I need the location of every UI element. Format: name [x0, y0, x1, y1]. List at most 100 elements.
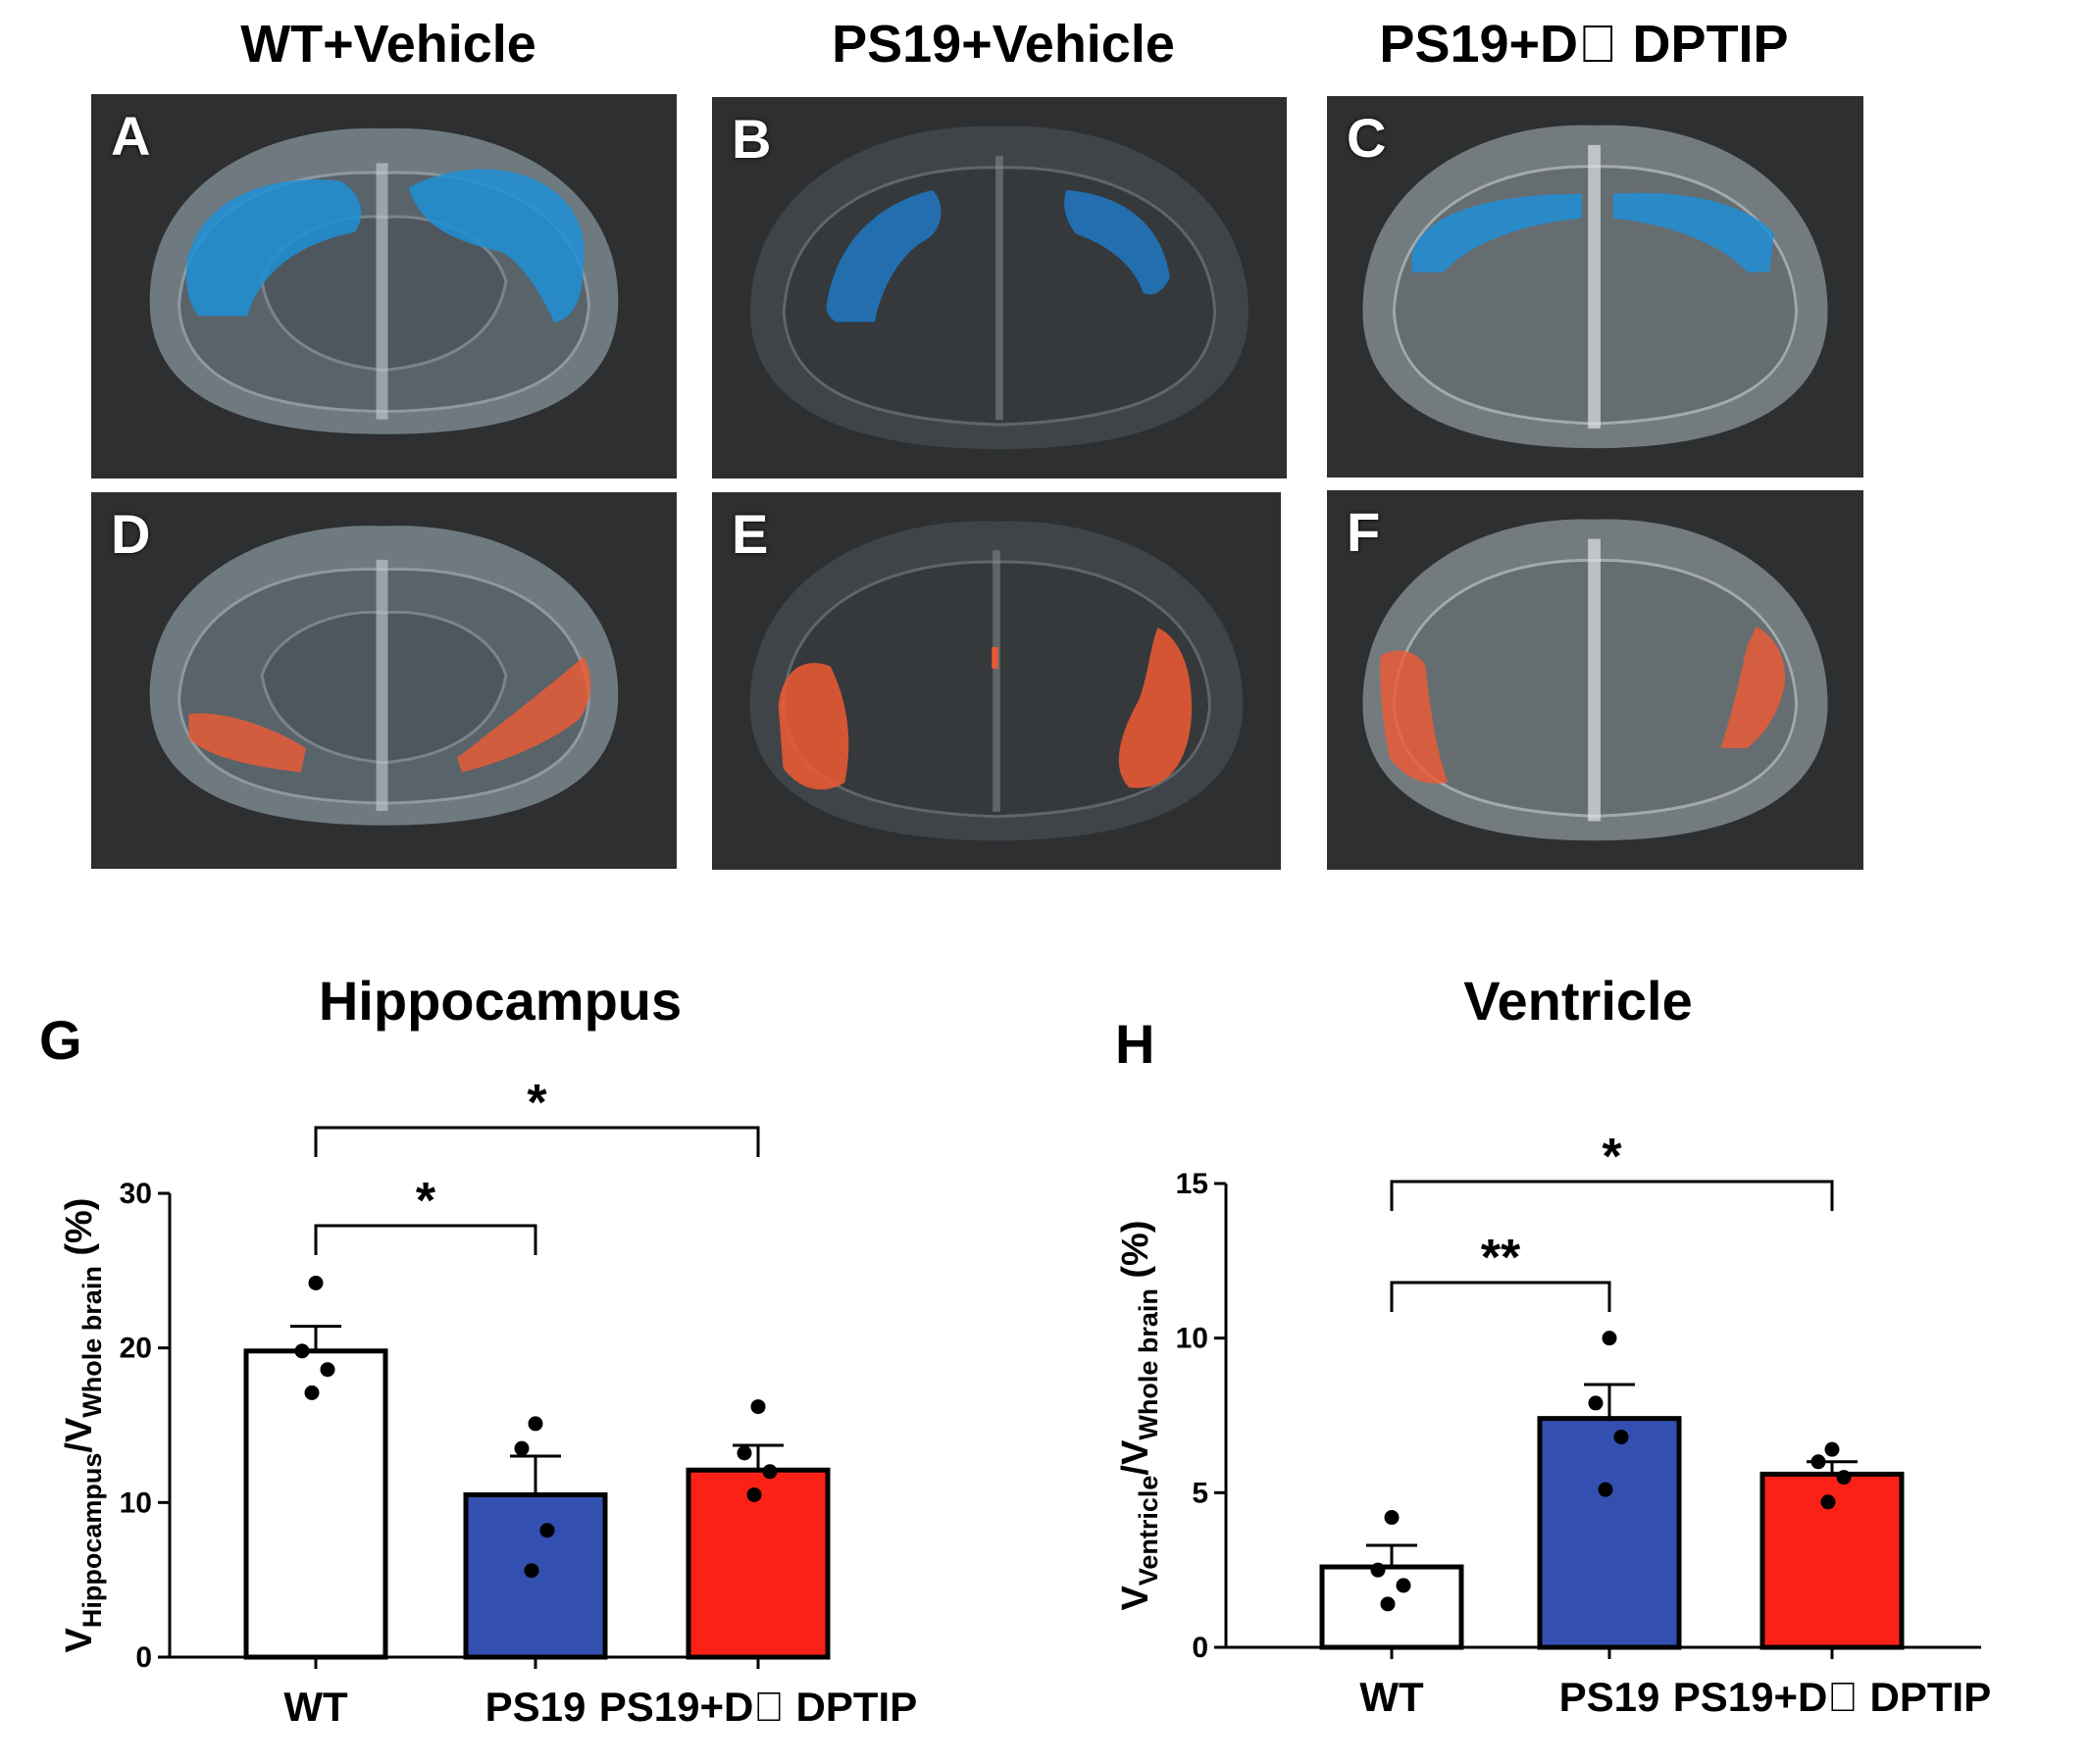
- data-point: [304, 1385, 320, 1400]
- y-axis-label-part: V: [59, 1627, 100, 1652]
- data-point: [1598, 1482, 1613, 1497]
- chart-title: Hippocampus: [319, 970, 682, 1032]
- data-point: [524, 1563, 539, 1579]
- hippocampus-overlay-right: [1612, 192, 1774, 273]
- panel-label-f: F: [1347, 501, 1381, 563]
- mri-panel-f: F: [1327, 490, 1863, 870]
- y-axis-label-part: Whole brain: [77, 1266, 107, 1418]
- data-point: [1820, 1494, 1836, 1510]
- mri-panel-e: E: [712, 492, 1281, 870]
- ventricle-bar-chart: H Ventricle 0 5 10 15 VVentricle/VWhole brain …: [1115, 970, 1991, 1720]
- significance-star: **: [1481, 1230, 1521, 1286]
- data-point: [308, 1275, 324, 1290]
- bar-1: [243, 1348, 388, 1660]
- panel-label-d: D: [111, 503, 151, 565]
- brain-slice-image: [749, 521, 1244, 841]
- hippocampus-overlay-left: [826, 189, 942, 323]
- mri-panel-d: D: [91, 492, 677, 869]
- data-point: [1384, 1510, 1400, 1526]
- panel-label-a: A: [111, 105, 151, 167]
- y-tick-label: 10: [120, 1487, 152, 1519]
- mri-panel-c: C: [1327, 96, 1863, 478]
- data-point: [1380, 1596, 1396, 1612]
- y-tick-label: 5: [1192, 1477, 1208, 1509]
- ventricle-overlay-right: [1720, 626, 1786, 748]
- x-tick-label: PS19+D  DPTIP: [1673, 1674, 1991, 1720]
- significance-star: *: [527, 1075, 547, 1132]
- data-point: [1836, 1470, 1852, 1486]
- brain-slice-image: [1362, 125, 1828, 449]
- significance-bracket: [314, 1126, 760, 1157]
- data-point: [737, 1445, 752, 1461]
- data-point: [539, 1523, 555, 1538]
- data-point: [1396, 1578, 1411, 1593]
- mri-panel-b: B: [712, 97, 1287, 479]
- significance-star: *: [416, 1173, 436, 1230]
- y-tick-label: 0: [135, 1641, 152, 1674]
- hippocampus-overlay-left: [185, 179, 362, 317]
- data-point: [762, 1464, 778, 1480]
- data-point: [746, 1487, 762, 1502]
- data-point: [294, 1343, 310, 1359]
- x-tick-label: WT: [1359, 1674, 1424, 1720]
- significance-bracket: [314, 1224, 537, 1255]
- y-axis-label-part: V: [1115, 1585, 1156, 1610]
- ventricle-overlay-left: [188, 713, 306, 773]
- panel-label-c: C: [1347, 107, 1387, 169]
- y-tick-label: 20: [120, 1333, 152, 1365]
- brain-slice-image: [149, 127, 619, 434]
- ventricle-overlay-left: [1380, 650, 1449, 783]
- mri-panel-a: A: [91, 94, 677, 479]
- data-point: [320, 1362, 335, 1378]
- x-tick-label: PS19+D  DPTIP: [599, 1684, 917, 1730]
- significance-star: *: [1602, 1129, 1622, 1185]
- x-tick-label: PS19: [485, 1684, 586, 1730]
- data-point: [1370, 1562, 1386, 1578]
- column-title-ps19-dptip: PS19+D  DPTIP: [1379, 15, 1789, 74]
- y-axis-label-part: Hippocampus: [77, 1453, 107, 1629]
- data-point: [1824, 1441, 1840, 1457]
- significance-bracket: [1390, 1180, 1834, 1211]
- data-point: [1810, 1454, 1826, 1470]
- brain-slice-image: [149, 526, 619, 826]
- column-title-ps19-vehicle: PS19+Vehicle: [832, 15, 1175, 74]
- y-axis-label-part: (%): [1115, 1221, 1156, 1289]
- y-axis-label-part: /V: [1115, 1439, 1156, 1476]
- data-point: [514, 1440, 530, 1456]
- panel-label-g: G: [39, 1009, 82, 1071]
- y-axis-label-part: /V: [59, 1417, 100, 1453]
- data-point: [528, 1416, 543, 1432]
- column-title-wt-vehicle: WT+Vehicle: [240, 15, 536, 74]
- hippocampus-overlay-left: [1411, 193, 1582, 273]
- x-tick-label: WT: [283, 1684, 348, 1730]
- y-axis-label: VVentricle/VWhole brain (%): [1115, 1221, 1163, 1611]
- y-tick-label: 0: [1192, 1632, 1208, 1664]
- significance-bracket: [1390, 1281, 1611, 1312]
- y-axis-label: VHippocampus/VWhole brain (%): [59, 1198, 107, 1653]
- panel-label-e: E: [732, 503, 769, 565]
- y-axis-label-part: Whole brain: [1134, 1288, 1163, 1440]
- y-tick-label: 15: [1176, 1168, 1208, 1200]
- chart-title: Ventricle: [1463, 970, 1692, 1032]
- ventricle-overlay-left: [778, 663, 849, 790]
- data-point: [750, 1399, 766, 1415]
- x-tick-label: PS19: [1559, 1674, 1660, 1720]
- bar-2: [1537, 1416, 1682, 1650]
- data-point: [1588, 1395, 1604, 1411]
- brain-slice-image: [750, 126, 1248, 450]
- y-tick-label: 10: [1176, 1323, 1208, 1355]
- panel-label-h: H: [1115, 1013, 1154, 1075]
- y-tick-label: 30: [120, 1178, 152, 1210]
- panel-label-b: B: [732, 108, 772, 170]
- brain-slice-image: [1362, 519, 1828, 841]
- data-point: [1602, 1331, 1617, 1346]
- y-axis-label-part: Ventricle: [1134, 1476, 1163, 1587]
- hippocampus-overlay-right: [408, 169, 585, 324]
- y-axis-label-part: (%): [59, 1198, 100, 1267]
- bar-3: [686, 1467, 831, 1660]
- ventricle-overlay-right: [1118, 628, 1193, 788]
- hippocampus-overlay-right: [1064, 189, 1170, 295]
- data-point: [1613, 1430, 1629, 1445]
- ventricle-overlay-right: [457, 656, 591, 773]
